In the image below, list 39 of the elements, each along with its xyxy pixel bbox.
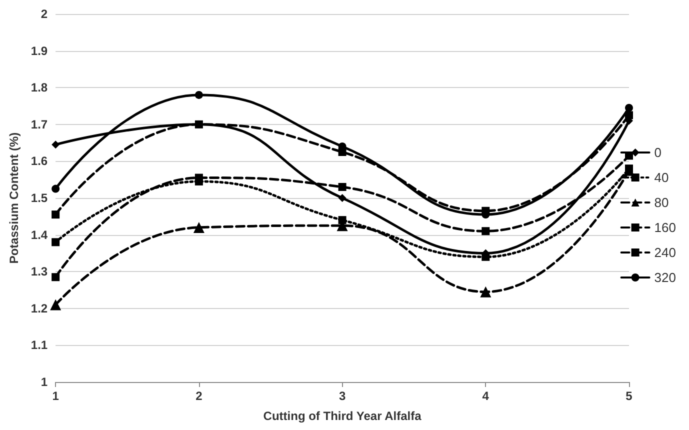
legend-label: 40 (654, 170, 669, 185)
point (194, 120, 203, 128)
point (52, 210, 60, 219)
legend-label: 320 (654, 270, 676, 285)
y-tick-label: 1.4 (30, 228, 48, 242)
point (50, 299, 62, 310)
x-tick-label: 3 (338, 389, 346, 403)
y-tick-label: 1.9 (30, 44, 48, 58)
point (338, 194, 346, 202)
point (480, 286, 492, 298)
point (194, 90, 203, 99)
y-tick-label: 2 (40, 7, 48, 21)
x-tick-label: 1 (52, 389, 60, 403)
point (482, 227, 490, 236)
y-tick-label: 1.8 (30, 80, 48, 95)
y-tick-label: 1.5 (30, 191, 48, 205)
legend-label: 0 (654, 145, 662, 160)
point (52, 140, 60, 149)
x-tick-label: 5 (626, 389, 633, 403)
legend-label: 80 (654, 195, 669, 210)
y-tick-label: 1.2 (30, 301, 48, 316)
y-axis-title: Potassium Content (%) (7, 132, 21, 264)
point (52, 238, 60, 246)
point (52, 273, 60, 282)
point (338, 182, 346, 191)
y-tick-label: 1.7 (30, 117, 48, 132)
point (52, 184, 60, 193)
x-axis-title: Cutting of Third Year Alfalfa (263, 409, 422, 423)
legend-label: 240 (654, 245, 676, 260)
point (625, 111, 633, 120)
y-tick-label: 1.1 (30, 338, 48, 352)
x-tick-label: 4 (482, 389, 490, 403)
point (193, 222, 204, 233)
y-tick-label: 1.6 (30, 154, 48, 168)
x-tick-label: 2 (196, 389, 203, 403)
y-tick-label: 1.3 (30, 264, 48, 279)
y-tick-label: 1 (40, 375, 48, 389)
point (625, 104, 633, 112)
legend-label: 160 (654, 220, 676, 235)
